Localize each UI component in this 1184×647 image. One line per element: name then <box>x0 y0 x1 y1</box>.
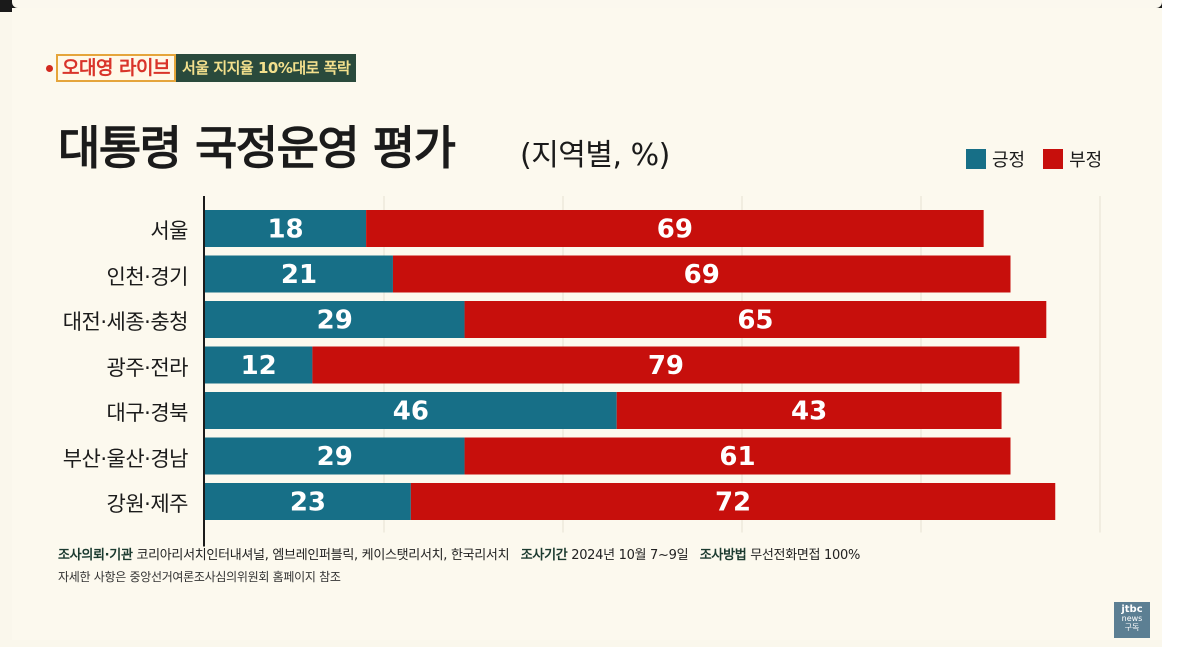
data-label-positive: 23 <box>290 488 326 518</box>
data-label-positive: 29 <box>317 442 353 472</box>
period-value: 2024년 10월 7~9일 <box>571 548 689 563</box>
category-label: 인천·경기 <box>106 264 189 289</box>
data-label-positive: 12 <box>241 351 277 381</box>
category-label: 대전·세종·충청 <box>62 310 189 334</box>
bar-negative <box>366 210 984 247</box>
bar-positive <box>205 483 411 520</box>
legend-positive-swatch <box>966 149 986 169</box>
bar-negative <box>464 437 1011 475</box>
live-dot-icon <box>46 65 53 72</box>
method-value: 무선전화면접 100% <box>750 548 860 563</box>
category-label: 광주·전라 <box>106 355 189 380</box>
jtbc-subscribe-button[interactable]: jtbc news 구독 <box>1114 602 1150 638</box>
bar-negative <box>312 346 1020 384</box>
bar-positive <box>205 437 465 475</box>
right-margin <box>1162 0 1184 647</box>
client-value: 코리아리서치인터내셔널, 엠브레인퍼블릭, 케이스탯리서치, 한국리서치 <box>136 548 510 563</box>
badge-headline: 서울 지지율 10%대로 폭락 <box>176 54 357 82</box>
survey-note: 자세한 사항은 중앙선거여론조사심의위원회 홈페이지 참조 <box>58 570 341 584</box>
category-label: 서울 <box>150 219 188 243</box>
survey-info: 조사의뢰·기관 코리아리서치인터내셔널, 엠브레인퍼블릭, 케이스탯리서치, 한… <box>58 544 860 563</box>
legend-positive: 긍정 <box>966 146 1025 172</box>
program-badge: 오대영 라이브 서울 지지율 10%대로 폭락 <box>46 54 357 82</box>
subscribe-text: 구독 <box>1124 623 1140 632</box>
bar-positive <box>205 255 393 293</box>
data-label-negative: 69 <box>657 215 693 245</box>
category-label: 강원·제주 <box>106 492 189 516</box>
data-label-positive: 46 <box>393 397 429 427</box>
bar-negative <box>464 301 1047 338</box>
bar-negative <box>616 392 1002 429</box>
category-label: 부산·울산·경남 <box>62 446 189 471</box>
chart-subtitle: (지역별, %) <box>520 138 670 173</box>
data-label-negative: 65 <box>737 306 773 336</box>
chart-legend: 긍정 부정 <box>966 146 1120 172</box>
bar-negative <box>392 255 1011 293</box>
data-label-positive: 18 <box>267 215 303 245</box>
data-label-negative: 61 <box>719 442 755 472</box>
legend-negative-label: 부정 <box>1069 150 1103 171</box>
bar-positive <box>205 346 313 384</box>
legend-positive-label: 긍정 <box>992 150 1026 171</box>
bar-positive <box>205 210 367 247</box>
legend-negative-swatch <box>1043 149 1064 169</box>
data-label-negative: 43 <box>791 397 827 427</box>
jtbc-logo: jtbc <box>1121 604 1143 615</box>
chart-title: 대통령 국정운영 평가 <box>58 121 456 175</box>
data-label-negative: 79 <box>648 351 684 381</box>
jtbc-news-text: news <box>1121 614 1143 623</box>
category-label: 대구·경북 <box>106 401 189 425</box>
data-label-negative: 72 <box>715 488 751 518</box>
data-label-positive: 29 <box>317 306 353 336</box>
legend-negative: 부정 <box>1043 146 1102 172</box>
program-name: 오대영 라이브 <box>56 54 176 82</box>
bar-negative <box>410 483 1056 520</box>
bar-positive <box>205 392 617 429</box>
client-label: 조사의뢰·기관 <box>58 548 133 563</box>
data-label-positive: 21 <box>281 260 317 290</box>
bar-positive <box>205 301 465 338</box>
data-label-negative: 69 <box>684 260 720 290</box>
method-label: 조사방법 <box>699 548 747 563</box>
period-label: 조사기간 <box>520 548 568 563</box>
